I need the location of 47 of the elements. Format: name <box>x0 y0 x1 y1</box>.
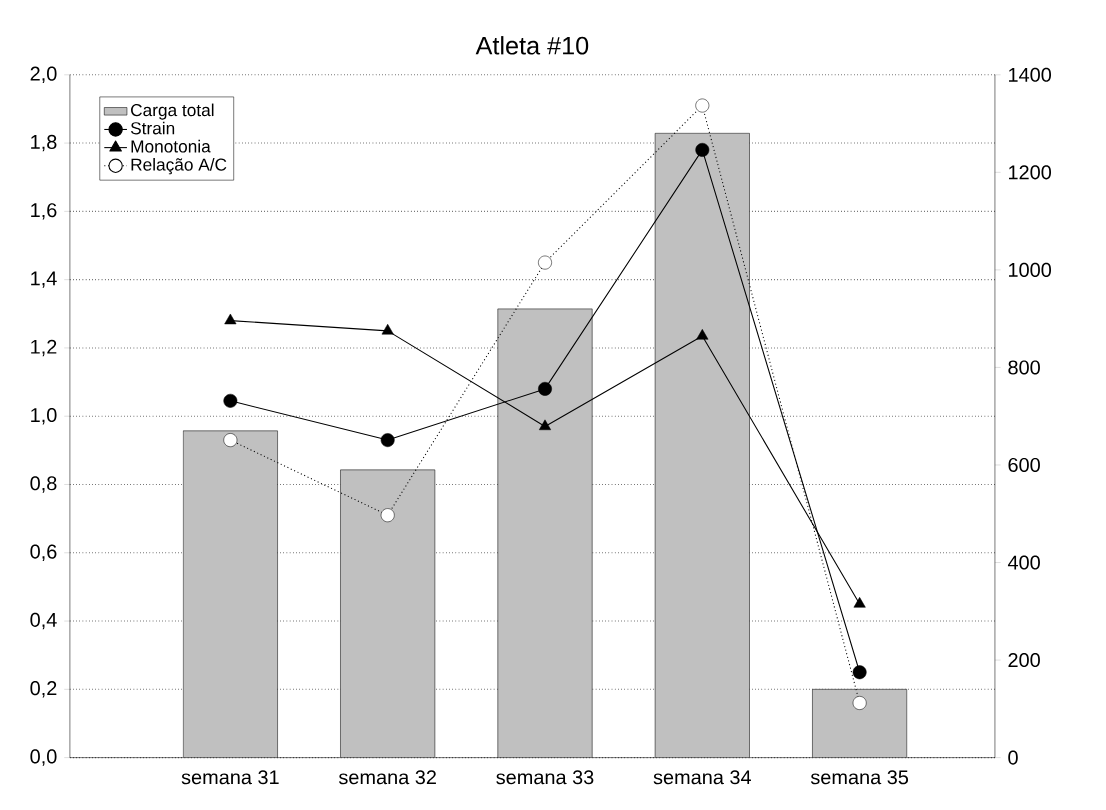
x-tick-label: semana 33 <box>496 770 594 785</box>
point <box>538 382 552 396</box>
point <box>695 143 710 157</box>
point <box>852 696 867 711</box>
y-tick-label: 2,0 <box>30 66 57 84</box>
y-tick-label: 0,0 <box>30 749 57 766</box>
bar <box>497 309 593 758</box>
legend-label: Strain <box>130 121 175 135</box>
chart-title: Atleta #10 <box>475 36 589 55</box>
y2-tick-label: 600 <box>1008 458 1040 473</box>
legend-label: Relação A/C <box>131 158 227 175</box>
y-tick-label: 0,8 <box>30 476 57 493</box>
y-tick-label: 0,4 <box>30 612 57 630</box>
y-tick-label: 0,6 <box>30 544 57 562</box>
y-tick-label: 1,6 <box>31 203 57 220</box>
point <box>852 665 867 680</box>
point <box>696 329 709 340</box>
y2-tick-label: 800 <box>1008 360 1040 375</box>
x-tick-label: semana 32 <box>338 770 436 785</box>
legend-label: Monotonia <box>131 139 211 153</box>
point <box>380 508 395 523</box>
point <box>223 433 238 448</box>
y-tick-label: 1,8 <box>31 134 57 152</box>
y2-tick-label: 400 <box>1007 555 1040 570</box>
bar <box>655 133 750 758</box>
y2-tick-label: 1200 <box>1009 165 1052 180</box>
bar <box>183 430 278 758</box>
y-tick-label: 1,0 <box>31 408 57 425</box>
x-tick-label: semana 31 <box>181 770 279 785</box>
bar <box>812 689 908 758</box>
point <box>223 394 238 408</box>
y2-tick-label: 1000 <box>1009 262 1052 278</box>
point <box>853 597 866 608</box>
legend-label: Carga total <box>131 103 214 120</box>
y2-tick-label: 1400 <box>1009 67 1052 82</box>
y-tick-label: 1,2 <box>31 339 57 357</box>
x-tick-label: semana 34 <box>653 770 751 785</box>
y-tick-label: 0,2 <box>30 681 57 698</box>
y2-tick-label: 0 <box>1008 750 1018 765</box>
point <box>381 324 394 335</box>
x-tick-label: semana 35 <box>810 770 909 785</box>
point <box>380 433 395 448</box>
y2-tick-label: 200 <box>1008 653 1040 668</box>
point <box>538 419 552 431</box>
point <box>224 313 237 325</box>
bar <box>340 469 435 758</box>
y-tick-label: 1,4 <box>31 271 57 288</box>
